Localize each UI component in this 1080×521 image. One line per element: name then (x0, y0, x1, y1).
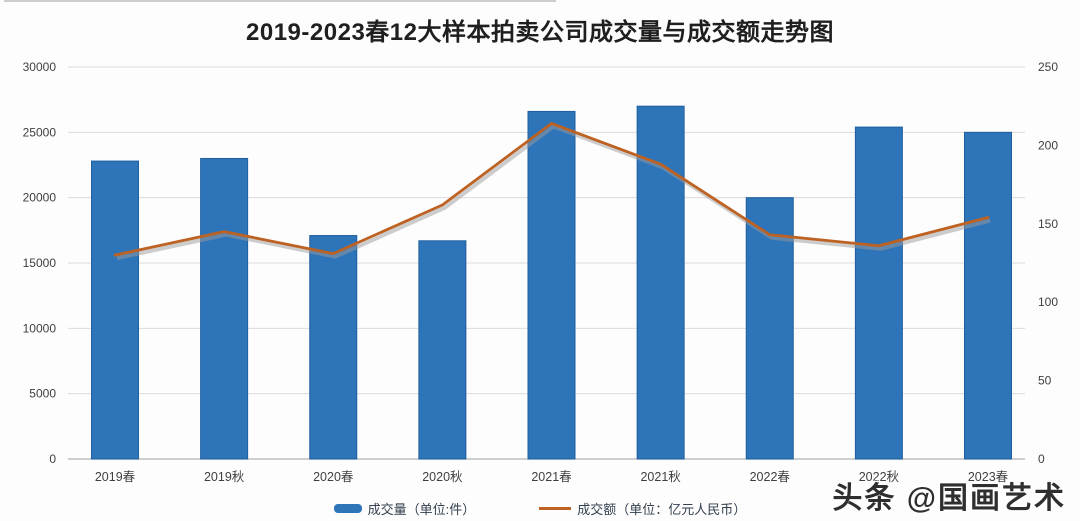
legend-item-volume: 成交量（单位:件） (333, 499, 476, 518)
amount-line (113, 122, 990, 257)
bar-2019秋 (200, 157, 249, 460)
volume-bar-swatch-icon (333, 504, 362, 513)
left-axis-tick-label: 20000 (23, 191, 57, 205)
legend-volume-label: 成交量（单位:件） (367, 502, 476, 517)
x-axis-label-2020春: 2020春 (313, 470, 354, 484)
x-axis-label-2023春: 2023春 (968, 470, 1009, 484)
bar-2019春 (91, 160, 139, 460)
bar-2022秋 (854, 126, 903, 460)
legend-amount-label: 成交额（单位：亿元人民币） (577, 502, 747, 517)
bar-2023春 (964, 131, 1012, 460)
amount-line-swatch-icon (539, 507, 572, 510)
right-axis-tick-label: 200 (1038, 138, 1058, 152)
x-axis-label-2021秋: 2021秋 (640, 470, 681, 484)
chart-title: 2019-2023春12大样本拍卖公司成交量与成交额走势图 (246, 19, 834, 46)
left-axis-tick-label: 0 (49, 452, 56, 466)
top-edge-artifact (4, 0, 556, 2)
x-axis-label-2019秋: 2019秋 (204, 470, 245, 484)
x-axis-label-2022秋: 2022秋 (859, 470, 900, 484)
right-axis-tick-label: 0 (1038, 452, 1045, 466)
right-axis-tick-label: 150 (1038, 217, 1058, 231)
x-axis-label-2020秋: 2020秋 (422, 470, 463, 484)
amount-line-shadow (116, 124, 991, 261)
right-axis-tick-label: 100 (1038, 295, 1058, 309)
x-axis-label-2021春: 2021春 (531, 470, 572, 484)
left-axis-tick-label: 30000 (23, 60, 57, 74)
right-axis-tick-label: 250 (1038, 60, 1058, 74)
left-axis-tick-label: 5000 (29, 387, 56, 401)
bar-2020秋 (418, 240, 467, 460)
watermark: 头条 @国画艺术 (832, 482, 1066, 515)
x-axis-label-2019春: 2019春 (95, 470, 136, 484)
left-axis-tick-label: 10000 (23, 321, 57, 335)
bar-2021春 (527, 110, 576, 460)
right-axis-tick-label: 50 (1038, 374, 1052, 388)
left-axis-tick-label: 15000 (23, 256, 57, 270)
x-axis-label-2022春: 2022春 (750, 470, 791, 484)
bar-2020春 (309, 235, 358, 460)
left-axis-tick-label: 25000 (23, 125, 57, 139)
legend-item-amount: 成交额（单位：亿元人民币） (539, 499, 746, 518)
bar-2022春 (745, 197, 794, 460)
legend: 成交量（单位:件） 成交额（单位：亿元人民币） (0, 499, 1080, 518)
